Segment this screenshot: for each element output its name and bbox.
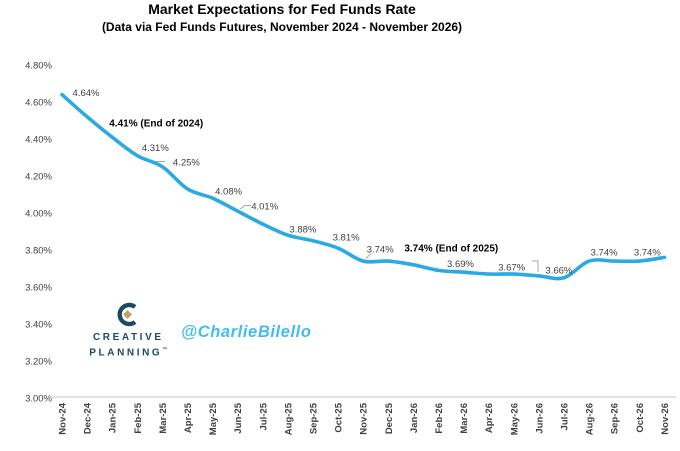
- x-axis-tick-label: Dec-24: [83, 402, 94, 434]
- y-axis-tick-label: 3.60%: [25, 283, 52, 294]
- x-axis-tick-label: Nov-24: [58, 402, 69, 434]
- x-axis-tick-label: Nov-26: [660, 403, 671, 435]
- author-handle: @CharlieBilello: [181, 323, 312, 341]
- x-axis-tick-label: Nov-25: [359, 402, 370, 434]
- y-axis-tick-label: 4.40%: [25, 135, 52, 146]
- x-axis-tick-label: Jan-25: [108, 402, 119, 433]
- x-axis-tick-label: Feb-26: [434, 403, 445, 434]
- y-axis-tick-label: 4.00%: [25, 209, 52, 220]
- data-label: 4.08%: [215, 187, 242, 198]
- data-label: 3.66%: [545, 265, 572, 276]
- trademark-symbol: ™: [162, 347, 168, 353]
- data-label: 3.74% (End of 2025): [404, 244, 498, 255]
- x-axis-tick-label: May-26: [509, 403, 520, 435]
- data-label: 4.64%: [73, 88, 100, 99]
- x-axis-tick-label: Jun-26: [534, 403, 545, 434]
- x-axis-tick-label: Dec-25: [384, 402, 395, 434]
- x-axis-tick-label: Jul-26: [560, 403, 571, 430]
- chart-title: Market Expectations for Fed Funds Rate: [148, 1, 416, 17]
- x-axis-tick-label: Oct-25: [334, 402, 345, 432]
- creative-planning-logo: CREATIVE PLANNING™: [62, 301, 192, 359]
- y-axis-tick-label: 4.60%: [25, 98, 52, 109]
- x-axis-tick-label: Jul-25: [258, 402, 269, 430]
- y-axis-tick-label: 3.00%: [25, 394, 52, 405]
- data-label-leader-line: [365, 253, 372, 259]
- data-label: 4.41% (End of 2024): [109, 119, 203, 130]
- x-axis-tick-label: Oct-26: [635, 403, 646, 433]
- chart-header: Market Expectations for Fed Funds Rate (…: [0, 0, 564, 36]
- logo-text-creative: CREATIVE: [92, 332, 164, 343]
- x-axis-tick-label: Aug-26: [585, 403, 596, 435]
- x-axis-tick-label: May-25: [208, 402, 219, 435]
- data-label: 4.01%: [251, 202, 278, 213]
- logo-text-planning-word: PLANNING: [89, 347, 163, 359]
- data-label: 3.69%: [447, 259, 474, 270]
- data-label-leader-line: [239, 205, 251, 210]
- creative-planning-logo-icon: [117, 302, 136, 327]
- data-label: 3.74%: [634, 248, 661, 259]
- y-axis-tick-label: 3.80%: [25, 246, 52, 257]
- fed-funds-futures-line: [60, 92, 667, 281]
- x-axis-tick-label: Aug-25: [283, 402, 294, 435]
- y-axis-tick-label: 3.40%: [25, 320, 52, 331]
- x-axis-tick-label: Jan-26: [409, 403, 420, 433]
- data-label: 4.25%: [173, 157, 200, 168]
- x-axis-tick-label: Apr-26: [484, 403, 495, 433]
- x-axis-tick-label: Mar-25: [158, 402, 169, 433]
- chart-subtitle: (Data via Fed Funds Futures, November 20…: [101, 20, 463, 34]
- x-axis-tick-label: Jun-25: [233, 402, 244, 433]
- x-axis-tick-label: Sep-26: [610, 403, 621, 434]
- data-label: 4.31%: [142, 143, 169, 154]
- x-axis-tick-label: Mar-26: [459, 403, 470, 434]
- x-axis-tick-label: Feb-25: [133, 402, 144, 433]
- data-label-leader-line: [532, 260, 539, 272]
- y-axis-tick-label: 4.20%: [25, 172, 52, 183]
- y-axis-tick-label: 4.80%: [25, 61, 52, 72]
- data-label: 3.74%: [591, 248, 618, 259]
- data-label: 3.67%: [498, 263, 525, 274]
- x-axis-tick-label: Apr-25: [183, 402, 194, 433]
- data-label: 3.88%: [289, 225, 316, 236]
- x-axis-tick-label: Sep-25: [309, 402, 320, 434]
- y-axis-tick-label: 3.20%: [25, 357, 52, 368]
- logo-text-planning: PLANNING™: [87, 344, 168, 359]
- data-label: 3.81%: [333, 233, 360, 244]
- data-label: 3.74%: [367, 245, 394, 256]
